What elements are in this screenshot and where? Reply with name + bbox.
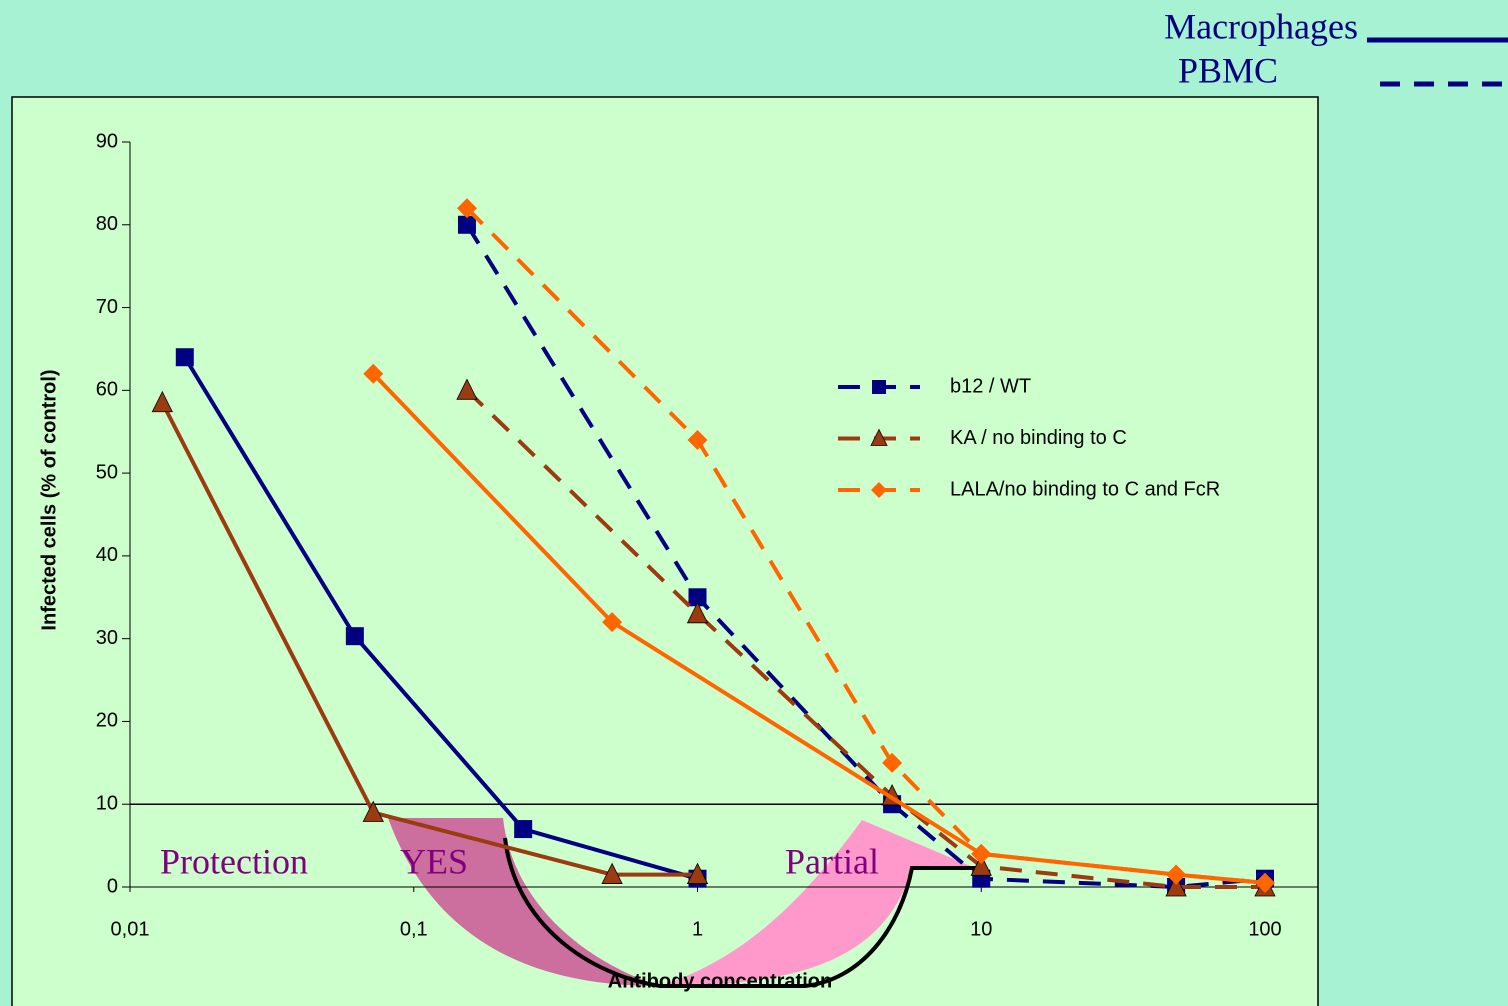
marker: [346, 627, 364, 645]
legend-marker: [872, 380, 886, 394]
x-tick-label: 10: [970, 918, 992, 940]
legend-label: LALA/no binding to C and FcR: [950, 478, 1220, 500]
y-axis-title: Infected cells (% of control): [38, 369, 60, 630]
marker: [176, 348, 194, 366]
y-tick-label: 10: [96, 793, 118, 815]
legend-label: b12 / WT: [950, 375, 1031, 397]
x-axis-title: Antibody concentration: [608, 970, 832, 992]
x-tick-label: 100: [1248, 918, 1281, 940]
annotation: Partial: [785, 841, 879, 881]
y-tick-label: 30: [96, 627, 118, 649]
annotation: YES: [400, 841, 468, 881]
style-legend-label: Macrophages: [1164, 6, 1358, 46]
y-tick-label: 70: [96, 296, 118, 318]
page: {"chart_data": { "type": "line", "log_x"…: [0, 0, 1508, 1006]
y-tick-label: 90: [96, 130, 118, 152]
y-tick-label: 40: [96, 544, 118, 566]
style-legend-label: PBMC: [1178, 50, 1278, 90]
x-tick-label: 0,01: [111, 918, 150, 940]
x-tick-label: 0,1: [400, 918, 428, 940]
x-tick-label: 1: [692, 918, 703, 940]
y-tick-label: 80: [96, 213, 118, 235]
annotation: Protection: [160, 841, 308, 881]
y-tick-label: 50: [96, 461, 118, 483]
marker: [458, 216, 476, 234]
legend-label: KA / no binding to C: [950, 427, 1127, 449]
marker: [514, 820, 532, 838]
y-tick-label: 20: [96, 710, 118, 732]
y-tick-label: 60: [96, 379, 118, 401]
y-tick-label: 0: [107, 875, 118, 897]
chart: Protection YES Partial Antibody concentr…: [0, 0, 1508, 1006]
